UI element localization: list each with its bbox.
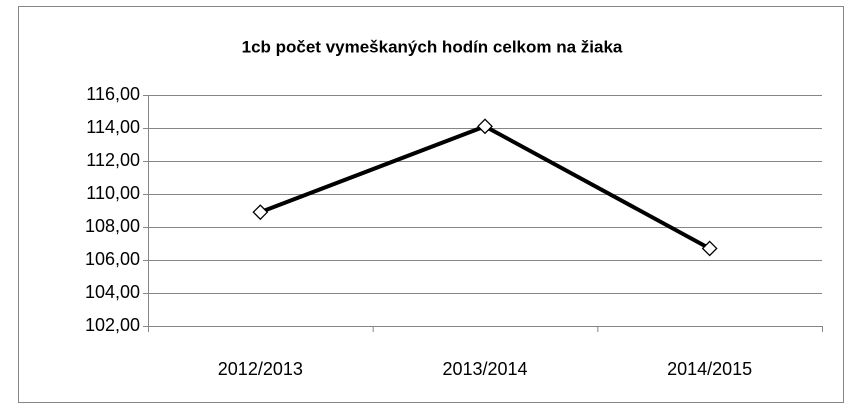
chart-title: 1cb počet vymeškaných hodín celkom na ži… xyxy=(242,37,623,56)
marker xyxy=(252,204,269,221)
y-tick-label: 108,00 xyxy=(85,216,140,236)
y-tick-label: 104,00 xyxy=(85,282,140,302)
chart-border xyxy=(18,6,844,403)
y-tick-label: 110,00 xyxy=(86,183,140,203)
marker xyxy=(477,118,493,135)
y-tick-label: 106,00 xyxy=(85,249,140,269)
x-tick-label: 2012/2013 xyxy=(218,359,303,379)
x-tick-label: 2014/2015 xyxy=(667,359,752,379)
x-tick-label: 2013/2014 xyxy=(442,359,527,379)
y-tick-label: 116,00 xyxy=(86,84,140,104)
y-tick-label: 114,00 xyxy=(86,117,140,137)
y-tick-label: 102,00 xyxy=(85,315,140,335)
marker xyxy=(701,240,718,257)
y-tick-label: 112,00 xyxy=(86,150,140,170)
